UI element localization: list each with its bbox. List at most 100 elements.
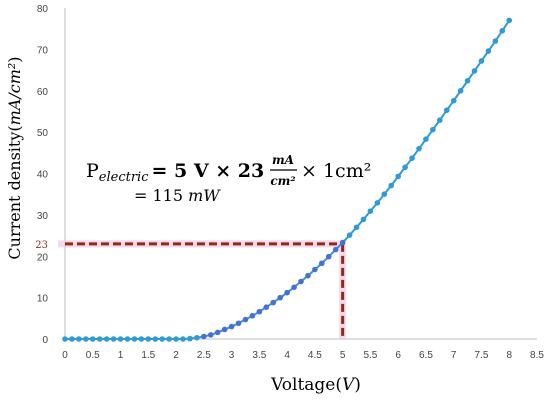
data-point-50 (409, 155, 415, 161)
equation-result-unit: mW (188, 186, 221, 205)
data-point-18 (187, 335, 193, 342)
x-tick-label-12: 6 (395, 350, 401, 361)
data-point-10 (131, 336, 138, 342)
data-point-40 (339, 239, 346, 246)
x-tick-label-6: 3 (229, 350, 235, 361)
data-point-37 (319, 260, 325, 267)
data-point-35 (305, 272, 311, 279)
fraction-denominator: cm² (270, 174, 295, 188)
x-tick-label-9: 4.5 (308, 350, 322, 361)
data-point-55 (443, 107, 450, 113)
fraction-numerator: mA (272, 153, 294, 167)
operating-point-guides: 23 (35, 240, 347, 339)
data-point-25 (235, 320, 242, 327)
data-point-21 (207, 332, 214, 338)
data-point-27 (249, 313, 256, 319)
data-point-22 (214, 329, 221, 336)
data-point-17 (180, 336, 186, 342)
equation-values: = 5 V × 23 (152, 160, 265, 182)
data-point-2 (76, 336, 82, 342)
x-axis-title-text: Voltage (270, 375, 335, 395)
data-point-36 (312, 266, 318, 273)
data-point-58 (464, 78, 471, 84)
data-point-5 (96, 336, 103, 342)
data-point-32 (284, 289, 290, 296)
y-tick-label-0: 0 (42, 335, 48, 346)
x-axis-title-open: ( (335, 375, 342, 395)
x-tick-label-14: 7 (451, 350, 457, 361)
x-axis-title-close: ) (354, 375, 361, 395)
data-point-28 (256, 308, 263, 315)
data-point-51 (416, 145, 422, 152)
data-point-15 (166, 336, 172, 342)
x-tick-label-10: 5 (340, 350, 346, 361)
data-point-16 (173, 336, 179, 342)
x-tick-label-0: 0 (62, 350, 68, 361)
y-tick-label-5: 50 (37, 128, 49, 139)
y-axis-title-open: ( (5, 125, 24, 131)
x-tick-label-5: 2.5 (197, 350, 211, 361)
x-tick-label-16: 8 (506, 350, 512, 361)
data-point-46 (381, 191, 388, 197)
x-tick-label-1: 0.5 (86, 350, 100, 361)
y-axis-title-text: Current density (5, 132, 24, 260)
data-point-43 (360, 216, 367, 223)
operating-point-label: 23 (35, 240, 48, 251)
y-tick-label-3: 30 (37, 211, 49, 222)
series-markers (62, 17, 513, 342)
x-axis-title: Voltage(V) (270, 375, 361, 395)
data-point-1 (69, 336, 75, 342)
data-point-14 (159, 336, 165, 342)
data-point-9 (124, 336, 131, 342)
equation-tail: × 1cm² (301, 160, 371, 182)
data-point-7 (110, 336, 117, 342)
data-point-49 (402, 164, 408, 171)
equation-line-2: = 115 mW (134, 186, 221, 205)
data-point-59 (471, 68, 478, 74)
y-axis-title: Current density(mA/cm²) (5, 56, 24, 259)
data-point-4 (89, 336, 96, 342)
data-point-64 (506, 17, 513, 24)
data-point-45 (374, 200, 381, 206)
data-point-57 (457, 87, 464, 94)
y-tick-labels: 0 10 20 30 40 50 60 70 80 (37, 4, 49, 346)
x-tick-label-2: 1 (118, 350, 124, 361)
data-point-52 (423, 136, 429, 142)
data-point-62 (492, 38, 499, 44)
data-point-54 (437, 117, 443, 123)
data-point-60 (478, 58, 485, 64)
data-point-29 (263, 304, 270, 310)
power-symbol: P (86, 160, 99, 182)
y-tick-label-4: 40 (37, 170, 49, 181)
data-point-30 (270, 299, 277, 306)
y-axis-title-unit: mA/cm² (5, 63, 24, 126)
data-point-8 (117, 336, 124, 342)
data-point-56 (450, 97, 457, 104)
data-point-39 (332, 246, 339, 253)
y-tick-label-8: 80 (37, 4, 49, 15)
data-point-0 (62, 336, 68, 342)
data-point-44 (367, 208, 374, 214)
data-point-61 (485, 48, 492, 54)
data-point-47 (388, 182, 395, 189)
x-tick-label-13: 6.5 (419, 350, 433, 361)
data-point-23 (221, 326, 228, 333)
x-tick-label-8: 4 (284, 350, 290, 361)
data-point-31 (277, 294, 283, 301)
x-axis-title-unit: V (342, 375, 356, 395)
data-point-53 (430, 126, 436, 133)
x-tick-label-17: 8.5 (530, 350, 544, 361)
y-tick-label-2: 20 (37, 252, 49, 263)
data-point-34 (298, 278, 304, 285)
y-tick-label-7: 70 (37, 45, 49, 56)
data-point-41 (346, 232, 353, 238)
data-point-24 (228, 323, 235, 330)
data-point-11 (138, 336, 145, 342)
x-tick-label-11: 5.5 (363, 350, 377, 361)
y-axis-title-close: ) (5, 56, 24, 62)
data-point-13 (152, 336, 159, 342)
x-tick-label-7: 3.5 (252, 350, 266, 361)
data-point-63 (499, 27, 506, 34)
data-point-20 (201, 333, 207, 340)
